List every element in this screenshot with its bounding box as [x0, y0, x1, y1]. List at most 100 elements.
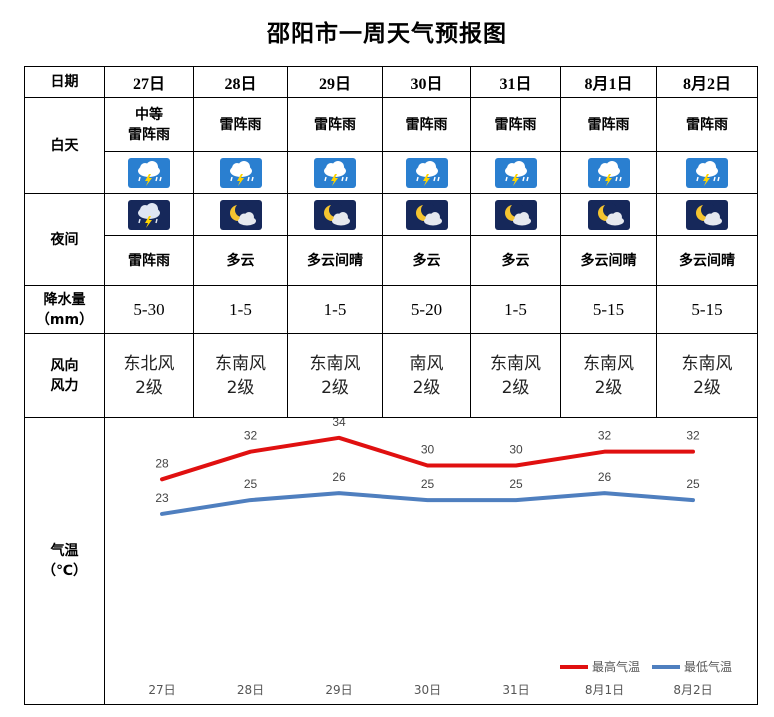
thunderstorm-icon — [587, 157, 630, 188]
low-temp-line — [160, 491, 695, 516]
thunderstorm-icon — [219, 157, 262, 188]
precip-cell: 5-20 — [382, 285, 471, 334]
x-tick-label: 30日 — [414, 683, 441, 697]
high-temp-line — [160, 435, 695, 482]
night-weather-cell: 雷阵雨 — [104, 235, 194, 286]
day-icon-cell — [560, 151, 657, 194]
precip-label-line1: 降水量 — [43, 291, 86, 308]
wind-cell: 东南风 2级 — [656, 333, 758, 418]
wind-force: 2级 — [412, 377, 441, 398]
wind-cell: 东南风 2级 — [560, 333, 657, 418]
low-temp-label: 26 — [598, 470, 612, 484]
precip-label-line2: （mm） — [35, 311, 94, 328]
moon-cloud-icon — [219, 199, 262, 230]
night-icon-cell — [560, 193, 657, 236]
moon-cloud-icon — [686, 199, 728, 230]
wind-direction: 东北风 — [123, 353, 175, 374]
high-temp-label: 32 — [686, 429, 700, 443]
day-weather-cell: 雷阵雨 — [193, 97, 288, 152]
temperature-chart: 28 32 34 30 30 32 32 23 25 26 25 25 26 25 27日 28日 29日 30日… — [148, 418, 732, 697]
precip-cell: 5-15 — [656, 285, 758, 334]
date-cell: 8月1日 — [560, 66, 657, 98]
temp-label: 气温 （℃） — [24, 417, 105, 705]
night-label: 夜间 — [24, 193, 105, 286]
wind-cell: 东南风 2级 — [193, 333, 288, 418]
moon-cloud-icon — [494, 199, 537, 230]
wind-cell: 南风 2级 — [382, 333, 471, 418]
x-tick-label: 8月2日 — [673, 683, 712, 697]
x-tick-label: 8月1日 — [585, 683, 624, 697]
x-tick-label: 29日 — [325, 683, 352, 697]
thunderstorm-icon — [405, 157, 448, 188]
date-cell: 29日 — [287, 66, 383, 98]
wind-direction: 东南风 — [309, 353, 361, 374]
night-weather-cell: 多云间晴 — [656, 235, 758, 286]
temp-label-line2: （℃） — [42, 563, 87, 579]
day-weather-line2: 雷阵雨 — [128, 126, 170, 143]
wind-label-line1: 风向 — [50, 357, 79, 374]
high-temp-label: 30 — [421, 443, 435, 457]
thunderstorm-icon — [494, 157, 537, 188]
thunderstorm-icon — [128, 157, 170, 188]
moon-cloud-icon — [405, 199, 448, 230]
wind-force: 2级 — [501, 377, 530, 398]
high-temp-label: 34 — [332, 418, 346, 429]
thunderstorm-icon — [686, 157, 728, 188]
wind-label: 风向 风力 — [24, 333, 105, 418]
night-icon-row: 夜间 — [24, 193, 758, 286]
page-title: 邵阳市一周天气预报图 — [267, 21, 507, 47]
day-weather-cell: 雷阵雨 — [656, 97, 758, 152]
wind-force: 2级 — [135, 377, 163, 398]
night-weather-cell: 多云 — [470, 235, 561, 286]
day-icon-cell — [382, 151, 471, 194]
night-weather-cell: 多云 — [382, 235, 471, 286]
legend-low-label: 最低气温 — [684, 659, 732, 674]
wind-direction: 南风 — [409, 353, 444, 374]
low-temp-label: 25 — [686, 477, 700, 491]
precip-row: 降水量 （mm） 5-30 1-5 1-5 5-20 1-5 5-15 5-15 — [24, 285, 758, 334]
wind-force: 2级 — [321, 377, 349, 398]
temp-label-line1: 气温 — [50, 543, 79, 559]
x-tick-label: 27日 — [148, 683, 175, 697]
night-weather-cell: 多云 — [193, 235, 288, 286]
date-label: 日期 — [24, 66, 105, 98]
day-icon-cell — [656, 151, 758, 194]
night-icon-cell — [104, 193, 194, 236]
date-row: 日期 27日 28日 29日 30日 31日 8月1日 8月2日 — [24, 66, 758, 98]
low-temp-label: 25 — [244, 477, 258, 491]
night-weather-row: 雷阵雨 多云 多云间晴 多云 多云 多云间晴 多云间晴 — [25, 235, 758, 286]
day-weather-row: 白天 中等 雷阵雨 雷阵雨 雷阵雨 雷阵雨 雷阵雨 雷阵雨 雷阵雨 — [24, 97, 758, 194]
day-weather-cell: 雷阵雨 — [560, 97, 657, 152]
wind-force: 2级 — [226, 377, 255, 398]
wind-cell: 东南风 2级 — [470, 333, 561, 418]
precip-cell: 1-5 — [193, 285, 288, 334]
moon-cloud-icon — [314, 199, 356, 230]
wind-direction: 东南风 — [681, 353, 733, 374]
day-icon-row — [25, 151, 758, 194]
wind-cell: 东北风 2级 — [104, 333, 194, 418]
low-temp-label: 25 — [421, 477, 435, 491]
night-thunderstorm-icon — [128, 199, 170, 230]
legend-high-label: 最高气温 — [592, 659, 640, 674]
date-cell: 30日 — [382, 66, 471, 98]
day-icon-cell — [470, 151, 561, 194]
high-temp-label: 32 — [598, 429, 612, 443]
night-icon-cell — [193, 193, 288, 236]
high-temp-label: 32 — [244, 429, 258, 443]
date-cell: 8月2日 — [656, 66, 758, 98]
wind-cell: 东南风 2级 — [287, 333, 383, 418]
day-weather-cell: 中等 雷阵雨 — [104, 97, 194, 152]
x-tick-label: 31日 — [502, 683, 529, 697]
wind-direction: 东南风 — [215, 353, 266, 374]
precip-cell: 5-15 — [560, 285, 657, 334]
night-icon-cell — [287, 193, 383, 236]
thunderstorm-icon — [314, 157, 356, 188]
night-icon-cell — [470, 193, 561, 236]
date-cell: 28日 — [193, 66, 288, 98]
day-icon-cell — [193, 151, 288, 194]
wind-row: 风向 风力 东北风 2级 东南风 2级 东南风 2级 南风 2级 东南风 2级 东南风 2级 … — [24, 333, 758, 418]
day-label: 白天 — [24, 97, 105, 194]
wind-force: 2级 — [594, 377, 623, 398]
date-cell: 27日 — [104, 66, 194, 98]
forecast-table: 日期 27日 28日 29日 30日 31日 8月1日 8月2日 白天 中等 雷阵… — [24, 66, 758, 705]
